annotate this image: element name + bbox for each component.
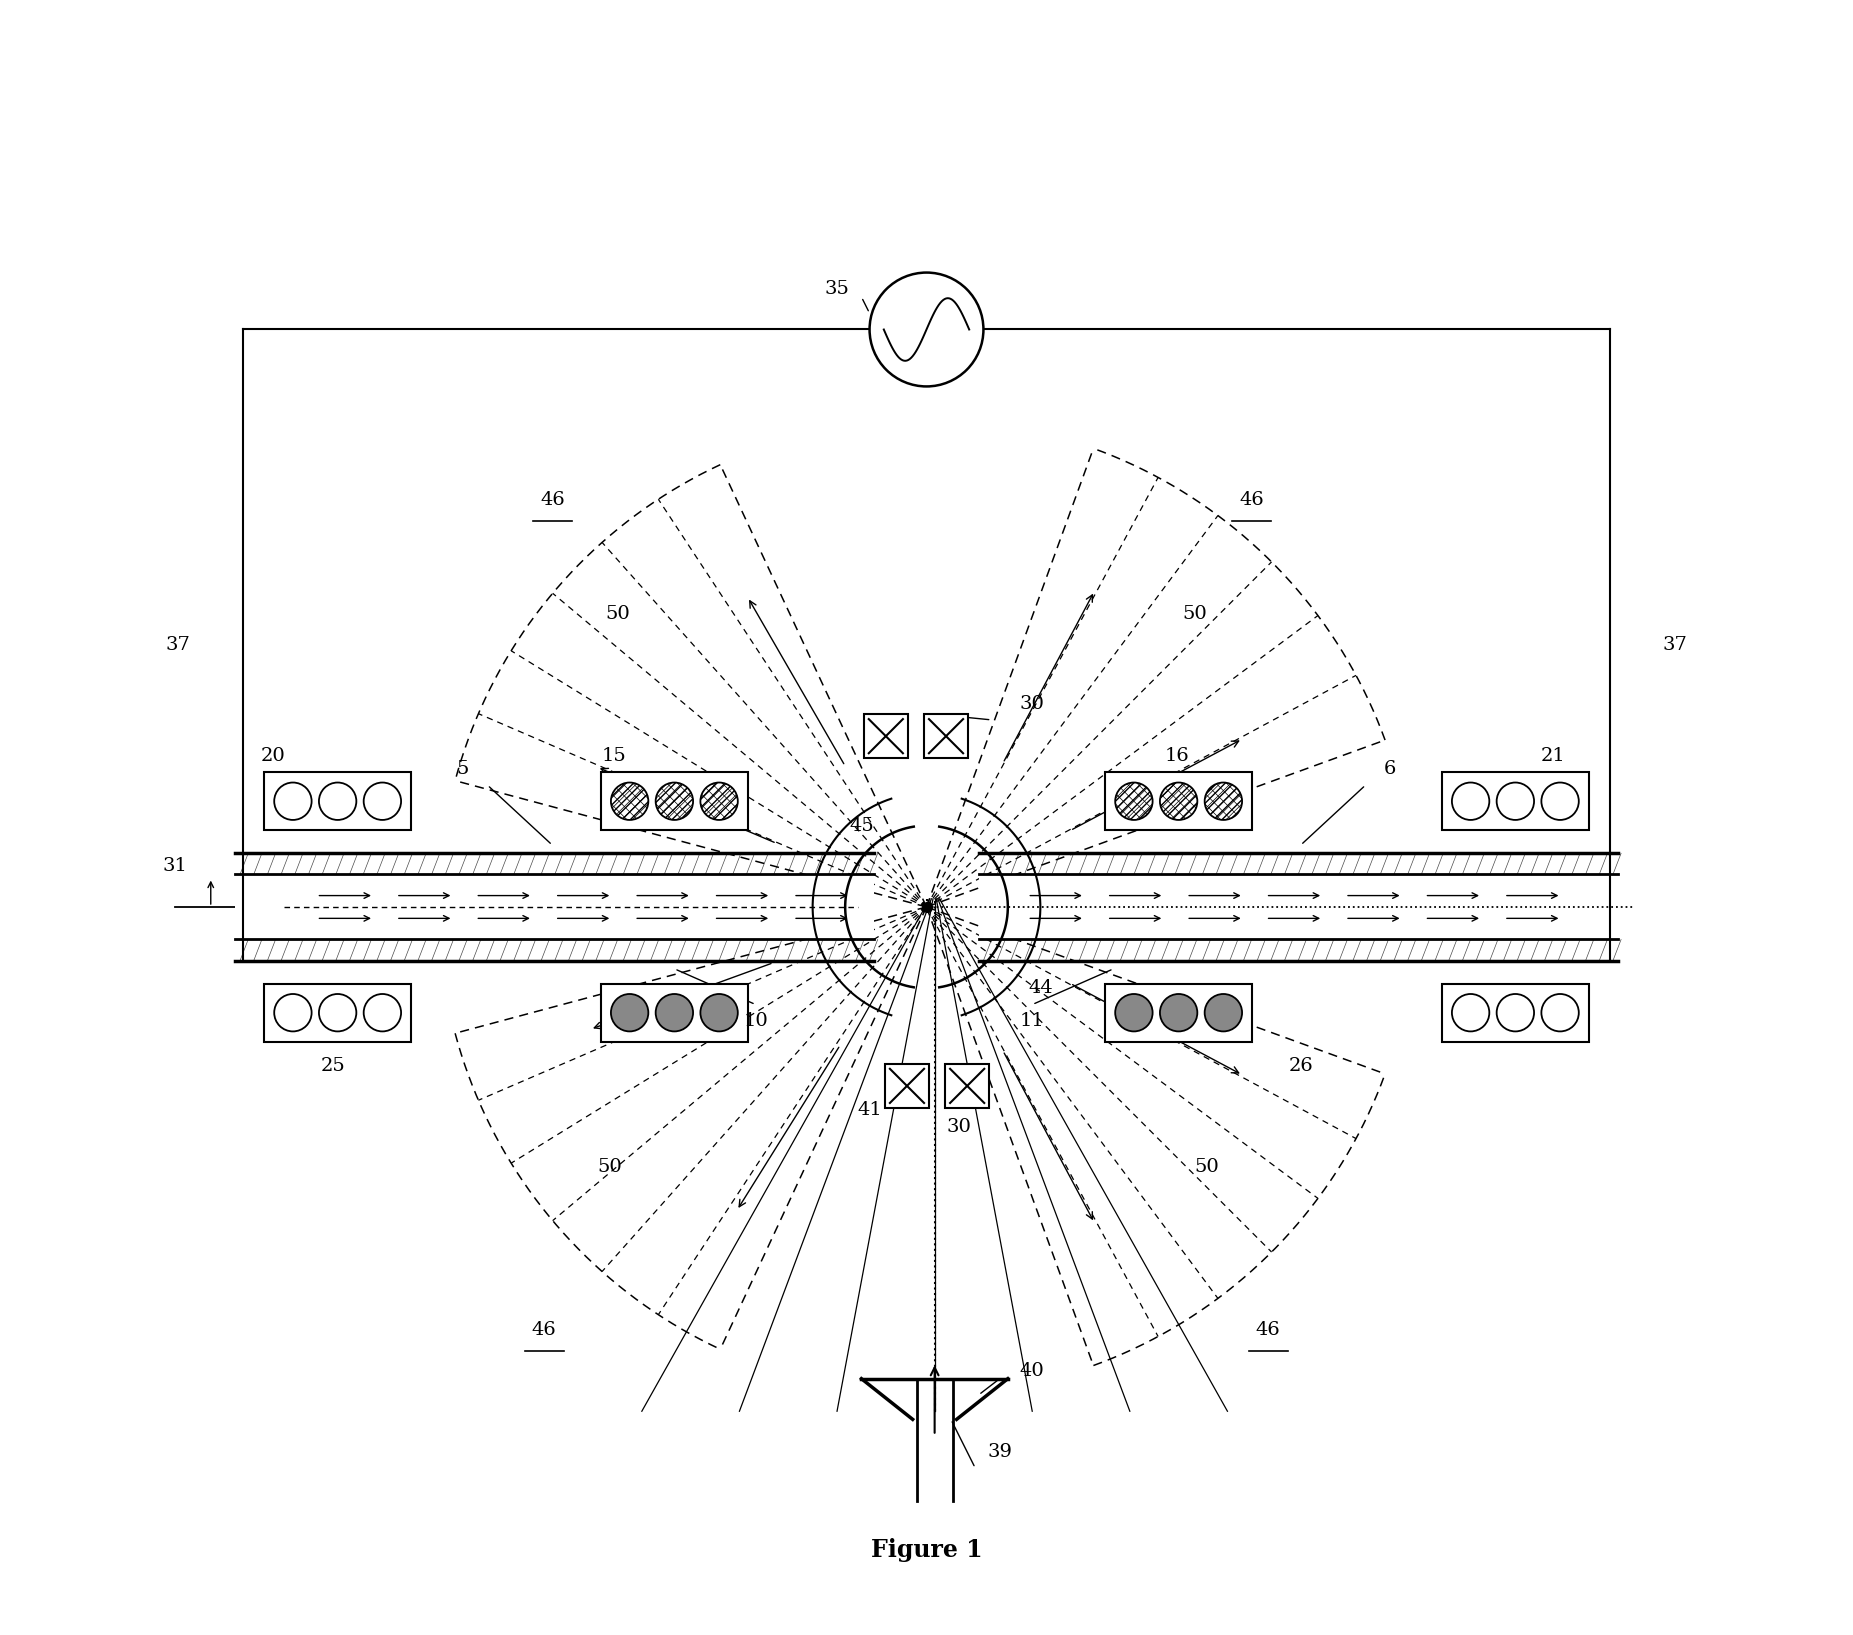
Bar (1442, 984, 1590, 1041)
Circle shape (1160, 783, 1197, 819)
Circle shape (611, 994, 649, 1032)
Text: Figure 1: Figure 1 (871, 1537, 982, 1561)
Text: 10: 10 (743, 1012, 769, 1030)
Text: 45: 45 (849, 816, 875, 834)
Circle shape (700, 994, 737, 1032)
Text: 25: 25 (321, 1058, 345, 1076)
Circle shape (363, 783, 400, 819)
Bar (978, 875, 1618, 940)
Text: 20: 20 (259, 747, 285, 765)
Text: 37: 37 (165, 636, 191, 654)
Circle shape (1453, 783, 1490, 819)
Circle shape (319, 994, 356, 1032)
Text: 50: 50 (597, 1158, 621, 1176)
Text: 30: 30 (947, 1118, 971, 1136)
Circle shape (656, 783, 693, 819)
Circle shape (1542, 994, 1579, 1032)
Text: 50: 50 (1182, 605, 1208, 623)
Bar (945, 1064, 990, 1109)
Bar (886, 1064, 928, 1109)
Text: 46: 46 (1240, 490, 1264, 508)
Text: 11: 11 (1019, 1012, 1045, 1030)
Text: 44: 44 (1028, 979, 1053, 997)
Bar (1442, 772, 1590, 831)
Circle shape (1497, 783, 1534, 819)
Circle shape (611, 783, 649, 819)
Bar (1104, 772, 1253, 831)
Circle shape (1497, 994, 1534, 1032)
Circle shape (869, 273, 984, 386)
Text: 39: 39 (988, 1444, 1012, 1462)
Text: 16: 16 (1166, 747, 1190, 765)
Circle shape (1116, 994, 1153, 1032)
Text: 30: 30 (1019, 695, 1045, 713)
Text: 41: 41 (858, 1102, 882, 1120)
Circle shape (1453, 994, 1490, 1032)
Text: 46: 46 (532, 1321, 556, 1339)
Bar (925, 714, 967, 759)
Text: 46: 46 (1256, 1321, 1280, 1339)
Text: 35: 35 (825, 280, 849, 298)
Circle shape (1116, 783, 1153, 819)
Circle shape (1204, 994, 1242, 1032)
Bar (600, 772, 749, 831)
Circle shape (1204, 783, 1242, 819)
Text: 50: 50 (606, 605, 630, 623)
Bar (863, 714, 908, 759)
Circle shape (274, 783, 311, 819)
Circle shape (1542, 783, 1579, 819)
Circle shape (274, 994, 311, 1032)
Text: 50: 50 (1193, 1158, 1219, 1176)
Text: 40: 40 (1019, 1362, 1045, 1380)
Circle shape (363, 994, 400, 1032)
Text: 21: 21 (1540, 747, 1566, 765)
Text: 26: 26 (1288, 1058, 1314, 1076)
Circle shape (656, 994, 693, 1032)
Circle shape (319, 783, 356, 819)
Text: 46: 46 (539, 490, 565, 508)
Text: 6: 6 (1384, 760, 1397, 778)
Bar (600, 984, 749, 1041)
Text: 31: 31 (163, 857, 187, 875)
Bar (263, 984, 411, 1041)
Text: 37: 37 (1662, 636, 1688, 654)
Circle shape (700, 783, 737, 819)
Text: 15: 15 (602, 747, 626, 765)
Bar (1104, 984, 1253, 1041)
Circle shape (1160, 994, 1197, 1032)
Bar (235, 875, 875, 940)
Text: 5: 5 (456, 760, 469, 778)
Bar (263, 772, 411, 831)
